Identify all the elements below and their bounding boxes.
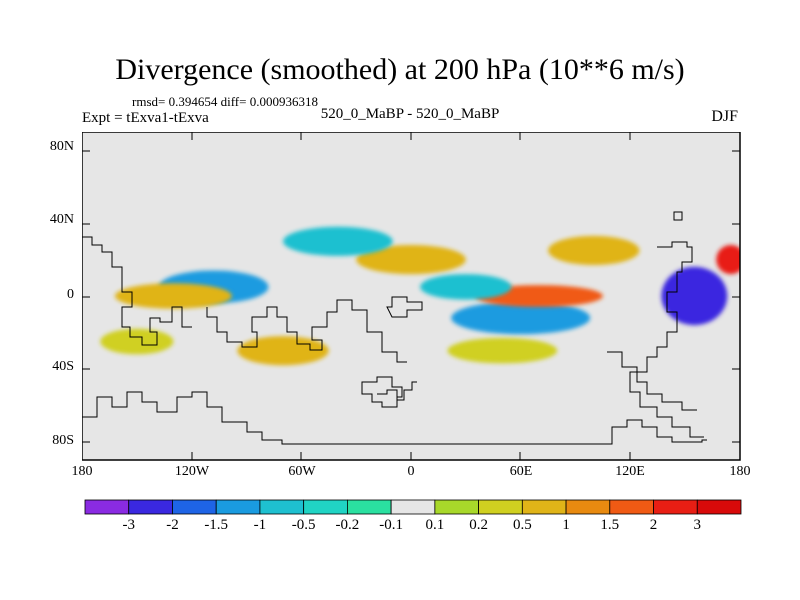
colorbar-label: -0.5: [291, 517, 316, 533]
colorbar-label: 0.2: [469, 517, 488, 533]
colorbar-label: 1: [562, 517, 570, 533]
season-label: DJF: [711, 108, 738, 125]
field-feature: [447, 337, 558, 364]
x-tick-label: 60W: [288, 464, 316, 479]
x-tick-label: 180: [71, 464, 93, 479]
colorbar-label: 2: [649, 517, 658, 533]
colorbar-label: -1: [253, 517, 267, 533]
x-tick-label: 0: [407, 464, 415, 479]
colorbar: [84, 499, 742, 515]
y-tick-label: 80S: [52, 433, 74, 448]
field-feature: [661, 266, 728, 326]
colorbar-swatch: [609, 499, 654, 515]
plot-title: Divergence (smoothed) at 200 hPa (10**6 …: [115, 53, 685, 86]
stats-text: rmsd= 0.394654 diff= 0.000936318: [132, 94, 318, 109]
colorbar-swatch: [128, 499, 173, 515]
colorbar-label: -1.5: [204, 517, 229, 533]
colorbar-swatch: [346, 499, 392, 515]
colorbar-swatch: [696, 499, 742, 515]
colorbar-swatch: [478, 499, 523, 515]
field-feature: [100, 328, 174, 355]
colorbar-label: -3: [122, 517, 135, 533]
y-tick-label: 80N: [49, 139, 74, 154]
colorbar-swatch: [215, 499, 261, 515]
x-tick-label: 120W: [174, 464, 210, 479]
colorbar-swatch: [434, 499, 480, 515]
colorbar-label: 1.5: [600, 517, 620, 533]
field-feature: [114, 283, 232, 309]
colorbar-swatch: [565, 499, 611, 515]
x-tick-label: 120E: [615, 464, 645, 479]
colorbar-swatch: [84, 499, 130, 515]
case-label: 520_0_MaBP - 520_0_MaBP: [320, 106, 500, 122]
y-tick-label: 40N: [49, 212, 74, 227]
colorbar-swatch: [653, 499, 698, 515]
colorbar-label: -2: [166, 517, 179, 533]
map-plot: [82, 132, 741, 461]
divergence-field: [100, 226, 740, 366]
colorbar-swatch: [172, 499, 217, 515]
colorbar-swatch: [259, 499, 305, 515]
field-feature: [356, 244, 466, 275]
x-tick-label: 180: [729, 464, 751, 479]
colorbar-label: 0.5: [512, 517, 532, 533]
colorbar-label: 3: [693, 517, 702, 533]
experiment-label: Expt = tExva1-tExva: [82, 110, 209, 126]
colorbar-swatch: [390, 499, 436, 515]
field-feature: [548, 235, 640, 266]
y-tick-label: 40S: [52, 359, 74, 374]
colorbar-swatch: [303, 499, 348, 515]
field-feature: [283, 226, 393, 256]
y-tick-label: 0: [67, 287, 74, 302]
field-feature: [451, 301, 591, 335]
colorbar-label: 0.1: [425, 517, 445, 533]
field-feature: [420, 274, 512, 300]
axis-ticks: [82, 132, 740, 460]
colorbar-swatch: [521, 499, 567, 515]
field-feature: [237, 336, 329, 366]
x-tick-label: 60E: [509, 464, 533, 479]
colorbar-label: -0.1: [379, 517, 403, 533]
coastlines: [82, 211, 707, 445]
colorbar-label: -0.2: [335, 517, 360, 533]
field-feature: [716, 244, 740, 275]
